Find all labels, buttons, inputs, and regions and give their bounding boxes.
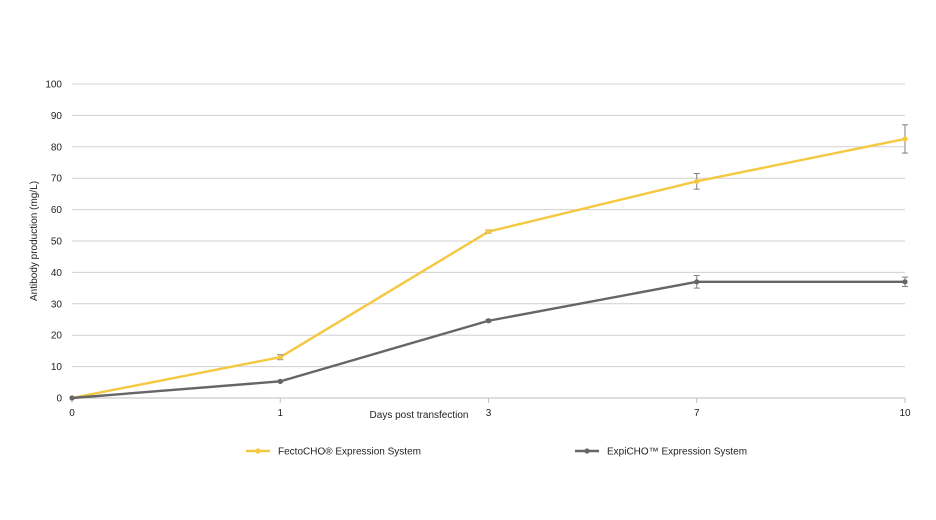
y-tick-label: 20 (51, 331, 63, 342)
x-tick-label: 1 (277, 408, 283, 419)
x-tick-label: 10 (899, 408, 911, 419)
series (69, 124, 908, 401)
data-point (485, 318, 492, 324)
y-tick-label: 70 (51, 174, 63, 185)
legend-label: ExpiCHO™ Expression System (607, 447, 747, 458)
data-point (694, 178, 700, 184)
y-tick-label: 0 (56, 394, 62, 405)
gridlines (72, 83, 905, 368)
series-1 (69, 275, 908, 401)
y-tick-label: 10 (51, 362, 63, 373)
data-point (69, 395, 75, 401)
tick-labels: 0 10 20 30 40 50 60 70 80 90 100 0 1 3 7 10 (45, 80, 911, 420)
data-point (694, 279, 700, 285)
y-tick-label: 90 (51, 111, 63, 122)
legend: FectoCHO® Expression System ExpiCHO™ Exp… (246, 447, 747, 458)
legend-item-expicho: ExpiCHO™ Expression System (575, 447, 747, 458)
y-tick-label: 80 (51, 142, 63, 153)
data-point (902, 136, 908, 142)
x-tick-label: 7 (694, 408, 700, 419)
x-tick-label: 3 (486, 408, 492, 419)
y-tick-label: 40 (51, 268, 63, 279)
legend-label: FectoCHO® Expression System (278, 447, 421, 458)
axes (71, 397, 906, 403)
y-tick-label: 60 (51, 205, 63, 216)
data-point (277, 354, 283, 360)
data-point (277, 378, 283, 384)
legend-item-fectocho: FectoCHO® Expression System (246, 447, 421, 458)
y-tick-label: 50 (51, 237, 63, 248)
x-axis-title: Days post transfection (370, 410, 469, 421)
legend-swatch-marker (255, 448, 261, 454)
y-tick-label: 30 (51, 299, 63, 310)
legend-swatch-marker (584, 448, 590, 454)
x-tick-label: 0 (69, 408, 75, 419)
y-axis-title: Antibody production (mg/L) (29, 181, 40, 301)
series-line (71, 280, 905, 400)
y-tick-label: 100 (45, 80, 62, 91)
data-point (902, 279, 908, 285)
series-0 (69, 124, 908, 401)
data-point (485, 228, 492, 235)
